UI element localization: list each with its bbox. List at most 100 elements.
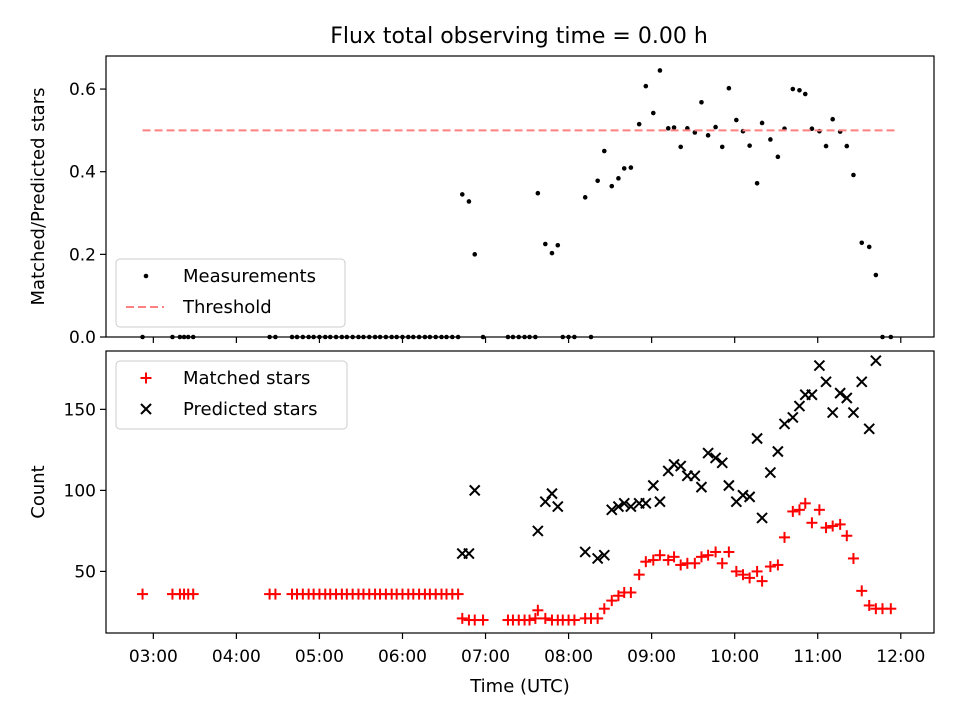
predicted-point bbox=[552, 500, 564, 513]
predicted-point-b bbox=[793, 400, 806, 412]
predicted-point bbox=[591, 552, 604, 565]
measurement-point bbox=[866, 244, 872, 250]
matched-point bbox=[799, 497, 811, 509]
predicted-point bbox=[847, 406, 860, 419]
predicted-point-b bbox=[539, 496, 552, 508]
bottom-panel: 50 100 150 03:00 04:00 05:00 06:00 07:00 08:00 09… bbox=[28, 350, 935, 697]
predicted-point-b bbox=[787, 411, 799, 424]
predicted-point bbox=[764, 466, 777, 479]
measurement-point bbox=[595, 178, 600, 184]
matched-point bbox=[654, 549, 666, 561]
predicted-point bbox=[612, 500, 625, 513]
predicted-point bbox=[737, 489, 749, 501]
matched-point bbox=[772, 559, 784, 571]
predicted-point bbox=[532, 525, 544, 537]
predicted-point-b bbox=[532, 525, 544, 537]
legend: Measurements Threshold bbox=[115, 258, 346, 328]
predicted-point bbox=[787, 411, 799, 424]
matched-point bbox=[806, 517, 818, 529]
matched-point bbox=[269, 588, 281, 600]
y-axis-label: Count bbox=[28, 465, 49, 518]
measurement-point bbox=[734, 117, 739, 123]
x-tick-label: 08:00 bbox=[544, 647, 593, 667]
legend-matched-swatch bbox=[140, 372, 152, 384]
measurement-point bbox=[754, 180, 760, 186]
predicted-point bbox=[826, 406, 839, 419]
measurement-point bbox=[657, 68, 663, 73]
predicted-point-b bbox=[841, 392, 853, 404]
x-tick-label: 10:00 bbox=[710, 647, 759, 667]
predicted-point-b bbox=[709, 452, 722, 464]
measurement-point bbox=[643, 83, 649, 89]
predicted-point bbox=[813, 359, 826, 372]
y-tick-label: 100 bbox=[64, 481, 96, 501]
legend-label: Threshold bbox=[182, 297, 272, 318]
predicted-point-b bbox=[612, 500, 625, 513]
predicted-point-b bbox=[737, 489, 749, 501]
matched-point bbox=[640, 556, 652, 568]
measurement-point bbox=[705, 133, 711, 138]
measurement-point bbox=[851, 172, 856, 178]
y-axis-label: Matched/Predicted stars bbox=[28, 88, 49, 306]
predicted-point-b bbox=[806, 389, 818, 401]
predicted-point bbox=[640, 497, 652, 510]
measurement-point bbox=[802, 91, 808, 97]
legend: Matched stars Predicted stars bbox=[115, 360, 348, 430]
predicted-point bbox=[856, 376, 868, 388]
legend-label: Measurements bbox=[183, 266, 316, 287]
matched-point bbox=[764, 561, 776, 573]
predicted-point-b bbox=[668, 458, 680, 471]
matched-point bbox=[820, 522, 832, 534]
measurement-point bbox=[823, 143, 829, 149]
predicted-point-b bbox=[625, 500, 637, 513]
measurement-point bbox=[713, 124, 718, 130]
x-tick-label: 09:00 bbox=[627, 647, 676, 667]
x-tick-label: 12:00 bbox=[876, 647, 925, 667]
matched-point bbox=[529, 612, 541, 624]
matched-point bbox=[598, 603, 610, 615]
predicted-point bbox=[751, 432, 763, 445]
matched-point bbox=[723, 546, 735, 558]
y-tick-label: 50 bbox=[74, 562, 96, 582]
predicted-point bbox=[863, 423, 875, 435]
predicted-point-b bbox=[863, 423, 875, 435]
matched-point bbox=[137, 588, 149, 600]
matched-point bbox=[187, 588, 199, 600]
measurement-point bbox=[719, 144, 725, 150]
matched-point bbox=[695, 551, 707, 563]
measurement-point bbox=[873, 272, 879, 278]
legend-predicted-swatch-b bbox=[140, 403, 152, 415]
measurement-point bbox=[665, 126, 671, 131]
matched-point bbox=[847, 552, 859, 564]
predicted-point bbox=[625, 500, 637, 513]
matched-point bbox=[716, 557, 728, 569]
plot-area bbox=[137, 355, 897, 626]
matched-point bbox=[689, 557, 701, 569]
matched-point bbox=[633, 569, 645, 581]
plot-area bbox=[140, 68, 897, 340]
matched-point bbox=[813, 504, 825, 516]
measurement-point bbox=[768, 137, 773, 142]
x-tick-label: 07:00 bbox=[461, 647, 510, 667]
predicted-point-b bbox=[618, 497, 630, 510]
predicted-point-b bbox=[702, 447, 714, 459]
measurement-point bbox=[636, 121, 642, 127]
matched-point bbox=[885, 603, 897, 615]
measurement-point bbox=[616, 176, 621, 181]
measurement-point bbox=[472, 252, 478, 257]
matched-point bbox=[592, 612, 604, 624]
matched-point bbox=[793, 504, 805, 516]
predicted-point-b bbox=[826, 406, 839, 419]
measurement-point bbox=[621, 166, 627, 171]
predicted-point bbox=[618, 497, 630, 510]
matched-point bbox=[863, 599, 875, 611]
predicted-point-b bbox=[764, 466, 777, 479]
measurement-point bbox=[555, 242, 561, 248]
measurement-point bbox=[797, 87, 802, 93]
matched-point bbox=[756, 575, 768, 587]
predicted-point-b bbox=[552, 500, 564, 513]
matched-point bbox=[787, 505, 799, 517]
predicted-point bbox=[695, 481, 708, 493]
predicted-point bbox=[772, 445, 784, 458]
